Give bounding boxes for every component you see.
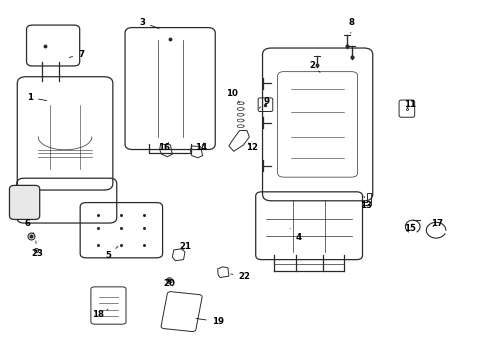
Text: 18: 18 [92, 309, 108, 319]
Text: 16: 16 [158, 143, 170, 152]
Text: 15: 15 [404, 224, 415, 233]
Text: 20: 20 [163, 279, 175, 288]
Text: 4: 4 [290, 229, 301, 242]
Text: 11: 11 [404, 100, 415, 109]
Text: 6: 6 [24, 219, 34, 234]
Text: 10: 10 [226, 89, 239, 103]
Text: 22: 22 [230, 272, 250, 281]
Text: 1: 1 [27, 93, 47, 102]
Text: 5: 5 [105, 246, 118, 260]
Text: 2: 2 [309, 61, 320, 72]
Text: 9: 9 [259, 96, 269, 108]
Text: 21: 21 [179, 242, 191, 251]
Text: 7: 7 [69, 50, 84, 59]
Text: 23: 23 [31, 241, 43, 258]
Text: 8: 8 [348, 18, 354, 33]
FancyBboxPatch shape [9, 185, 40, 220]
Text: 19: 19 [196, 317, 223, 326]
Text: 17: 17 [430, 219, 442, 228]
Text: 14: 14 [194, 143, 206, 152]
Text: 3: 3 [139, 18, 159, 28]
Text: 13: 13 [360, 196, 372, 210]
Text: 12: 12 [245, 143, 257, 152]
